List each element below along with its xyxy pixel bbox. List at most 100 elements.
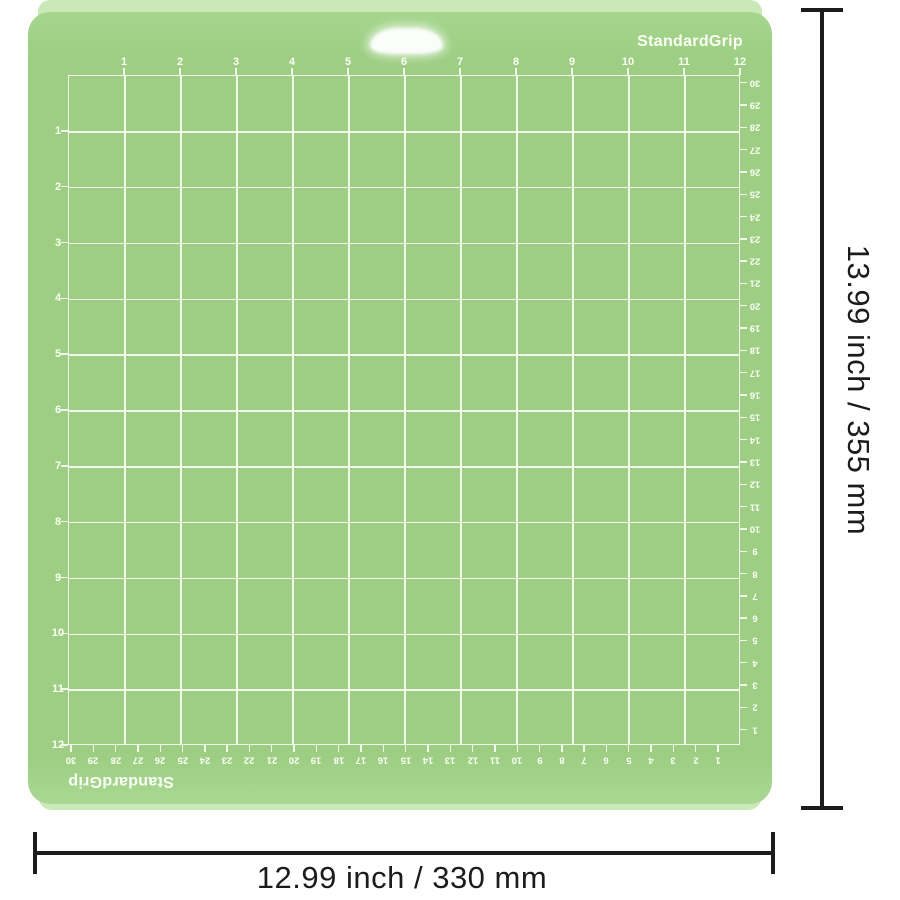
bottom-ruler-tick: [471, 745, 474, 752]
brand-label-top: StandardGrip: [637, 33, 743, 50]
right-ruler-tick: [740, 617, 747, 619]
left-ruler-tick: [61, 520, 68, 523]
height-dimension-label: 13.99 inch / 355 mm: [841, 244, 876, 536]
right-ruler-label: 21: [749, 277, 761, 289]
right-ruler-label: 16: [749, 389, 761, 401]
bottom-ruler-tick: [538, 745, 541, 752]
grid-line-horizontal: [69, 633, 739, 636]
grid-line-vertical: [348, 76, 350, 744]
left-ruler-label: 6: [54, 404, 62, 416]
left-ruler-tick: [61, 241, 68, 244]
left-ruler-label: 11: [52, 683, 64, 696]
left-ruler-tick: [61, 688, 68, 690]
right-ruler-label: 14: [749, 434, 761, 446]
right-ruler-label: 19: [749, 322, 761, 334]
bottom-ruler-label: 25: [177, 754, 188, 766]
top-ruler-tick: [459, 68, 461, 75]
right-ruler-label: 7: [752, 590, 758, 602]
top-ruler-label: 6: [400, 56, 408, 68]
bottom-ruler-label: 29: [88, 754, 99, 766]
left-ruler-label: 10: [51, 627, 65, 640]
grid-line-horizontal: [69, 298, 739, 301]
grid-line-vertical: [404, 76, 406, 744]
cutting-mat: StandardGrip StandardGrip 1 2 3 4 5 6 7 8 9 10 11 1…: [28, 12, 772, 804]
right-ruler-tick: [740, 550, 747, 552]
bottom-ruler-tick: [516, 745, 518, 752]
right-ruler-label: 15: [749, 411, 761, 423]
bottom-ruler-label: 24: [199, 754, 211, 766]
grid-line-horizontal: [69, 689, 739, 691]
right-ruler-tick: [740, 728, 747, 731]
top-ruler-label: 9: [568, 56, 576, 68]
top-ruler-label: 7: [456, 56, 464, 68]
bottom-ruler-tick: [181, 745, 184, 752]
grid-line-horizontal: [69, 131, 739, 133]
right-ruler-label: 4: [752, 657, 758, 669]
right-ruler-tick: [740, 282, 747, 285]
top-ruler-label: 4: [288, 56, 296, 68]
bottom-ruler-tick: [226, 745, 228, 752]
height-dimension-cap-bottom: [801, 806, 843, 810]
right-ruler-tick: [740, 528, 747, 530]
grid-line-vertical: [180, 76, 182, 744]
bottom-ruler-tick: [382, 745, 385, 752]
grid-line-horizontal: [69, 186, 739, 189]
right-ruler-tick: [740, 483, 747, 485]
right-ruler-tick: [740, 595, 747, 597]
grid-line-vertical: [292, 76, 294, 744]
bottom-ruler-label: 22: [244, 754, 255, 766]
top-ruler-tick: [739, 68, 741, 75]
left-ruler-label: 8: [54, 515, 62, 528]
right-ruler-label: 26: [749, 166, 761, 178]
width-dimension-cap-left: [33, 832, 37, 874]
right-ruler-tick: [740, 438, 747, 441]
left-ruler-tick: [61, 409, 68, 411]
right-ruler-label: 25: [749, 188, 761, 200]
right-ruler-tick: [740, 684, 747, 686]
bottom-ruler-label: 9: [536, 754, 543, 766]
right-ruler-tick: [740, 706, 747, 709]
right-ruler-label: 11: [749, 501, 761, 513]
bottom-ruler-label: 28: [110, 754, 121, 766]
left-ruler-tick: [61, 465, 68, 467]
right-ruler-tick: [740, 662, 747, 664]
right-ruler-tick: [740, 126, 747, 128]
right-ruler-tick: [740, 215, 747, 218]
left-ruler-label: 9: [54, 571, 62, 584]
top-ruler-tick: [403, 68, 405, 75]
bottom-ruler-label: 13: [444, 754, 456, 766]
width-dimension-cap-right: [771, 832, 775, 874]
right-ruler-label: 27: [749, 144, 761, 156]
left-ruler-label: 7: [54, 459, 62, 472]
left-ruler-tick: [61, 185, 68, 188]
bottom-ruler-label: 14: [422, 754, 434, 766]
grid-line-vertical: [236, 76, 238, 744]
top-ruler-label: 11: [678, 56, 690, 68]
right-ruler-label: 13: [749, 456, 761, 468]
grid-line-horizontal: [69, 577, 739, 580]
right-ruler-label: 30: [749, 77, 761, 89]
height-dimension-cap-top: [801, 8, 843, 12]
left-ruler-label: 2: [54, 180, 62, 193]
right-ruler-label: 12: [749, 478, 761, 490]
right-ruler-label: 5: [752, 634, 758, 646]
bottom-ruler-tick: [628, 745, 630, 752]
bottom-ruler-label: 4: [648, 754, 654, 766]
right-ruler-tick: [740, 238, 747, 240]
bottom-ruler-label: 10: [511, 754, 523, 766]
bottom-ruler-tick: [672, 745, 675, 752]
left-ruler-tick: [61, 576, 68, 579]
bottom-ruler-label: 17: [355, 754, 367, 766]
bottom-ruler-label: 7: [581, 754, 587, 766]
bottom-ruler-tick: [605, 745, 608, 752]
right-ruler-tick: [740, 148, 747, 151]
bottom-ruler-label: 6: [603, 754, 610, 766]
bottom-ruler-tick: [137, 745, 139, 752]
right-ruler-label: 17: [749, 367, 761, 379]
right-ruler-tick: [740, 461, 747, 463]
bottom-ruler-label: 26: [154, 754, 166, 766]
top-ruler-label: 1: [120, 56, 128, 68]
left-ruler-tick: [61, 353, 68, 355]
grid-line-horizontal: [69, 354, 739, 356]
right-ruler-tick: [740, 416, 747, 419]
